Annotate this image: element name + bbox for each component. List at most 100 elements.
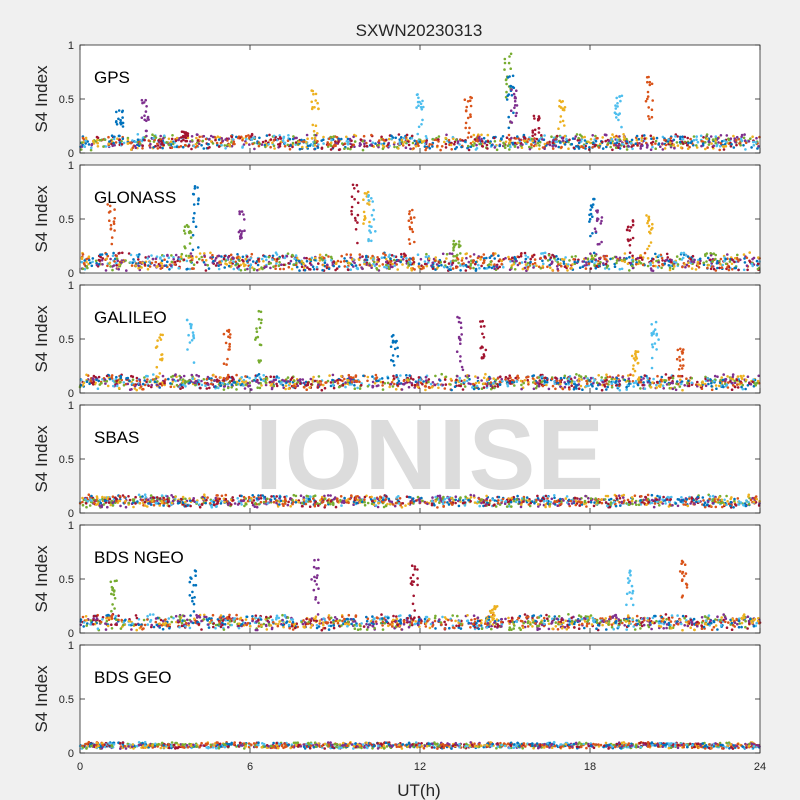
data-point	[207, 138, 211, 141]
data-point	[329, 144, 333, 147]
data-point	[655, 386, 658, 389]
data-point	[227, 330, 231, 334]
data-point	[192, 144, 195, 148]
data-point	[649, 134, 653, 138]
data-point	[714, 253, 717, 257]
data-point	[671, 377, 675, 380]
data-point	[643, 137, 646, 140]
data-point	[431, 138, 434, 141]
data-point	[570, 380, 574, 383]
data-point	[343, 147, 346, 150]
data-point	[144, 110, 148, 113]
data-point	[368, 224, 371, 228]
data-point	[680, 380, 684, 383]
data-point	[445, 257, 448, 260]
data-point	[339, 260, 343, 264]
data-point	[672, 260, 676, 264]
data-point	[385, 260, 388, 264]
data-point	[401, 382, 405, 386]
data-point	[90, 264, 94, 268]
data-point	[561, 100, 564, 103]
data-point	[361, 267, 364, 271]
data-point	[301, 145, 304, 149]
data-point	[660, 266, 663, 270]
data-point	[490, 254, 493, 258]
data-point	[160, 259, 164, 263]
data-point	[719, 378, 722, 382]
data-point	[80, 148, 83, 151]
data-point	[194, 225, 198, 228]
data-point	[423, 385, 427, 388]
data-point	[500, 259, 503, 263]
data-point	[283, 379, 286, 383]
data-point	[743, 133, 746, 136]
data-point	[330, 138, 333, 142]
data-point	[228, 345, 231, 348]
data-point	[230, 135, 234, 139]
data-point	[416, 253, 420, 256]
data-point	[377, 379, 380, 383]
data-point	[244, 380, 248, 383]
data-point	[533, 261, 537, 265]
data-point	[605, 260, 609, 263]
data-point	[681, 265, 684, 269]
data-point	[757, 374, 760, 378]
data-point	[373, 264, 377, 268]
data-point	[188, 322, 192, 326]
data-point	[85, 380, 89, 384]
data-point	[510, 121, 514, 124]
data-point	[326, 494, 330, 497]
data-point	[349, 268, 353, 272]
data-point	[291, 254, 295, 258]
data-point	[146, 267, 150, 271]
data-point	[650, 366, 654, 370]
data-point	[160, 358, 164, 362]
data-point	[520, 387, 523, 391]
data-point	[329, 255, 333, 259]
data-point	[424, 135, 428, 138]
data-point	[162, 137, 165, 140]
data-point	[648, 117, 651, 121]
data-point	[616, 105, 619, 108]
data-point	[128, 388, 132, 392]
data-point	[322, 383, 325, 387]
data-point	[248, 258, 251, 262]
data-point	[577, 141, 581, 145]
data-point	[287, 387, 291, 391]
data-point	[669, 136, 673, 140]
data-point	[273, 147, 276, 150]
data-point	[646, 95, 650, 98]
data-point	[742, 374, 745, 378]
data-point	[343, 377, 346, 381]
data-point	[731, 375, 735, 379]
data-point	[595, 264, 598, 268]
data-point	[105, 257, 108, 261]
data-point	[756, 381, 759, 385]
data-point	[146, 117, 150, 120]
data-point	[472, 266, 475, 270]
data-point	[758, 260, 761, 263]
data-point	[631, 147, 634, 151]
data-point	[156, 142, 159, 146]
data-point	[177, 266, 180, 270]
data-point	[467, 148, 471, 152]
data-point	[167, 137, 171, 141]
data-point	[228, 342, 231, 346]
data-point	[719, 262, 722, 266]
data-point	[752, 143, 756, 147]
data-point	[524, 137, 527, 140]
data-point	[563, 265, 567, 269]
data-point	[646, 257, 650, 260]
data-point	[106, 254, 110, 258]
data-point	[671, 267, 675, 271]
data-point	[714, 257, 717, 261]
data-point	[399, 374, 402, 377]
data-point	[571, 263, 574, 266]
data-point	[126, 382, 130, 386]
data-point	[623, 378, 627, 382]
data-point	[347, 373, 351, 377]
data-point	[521, 143, 524, 146]
data-point	[701, 496, 705, 499]
data-point	[86, 140, 89, 143]
